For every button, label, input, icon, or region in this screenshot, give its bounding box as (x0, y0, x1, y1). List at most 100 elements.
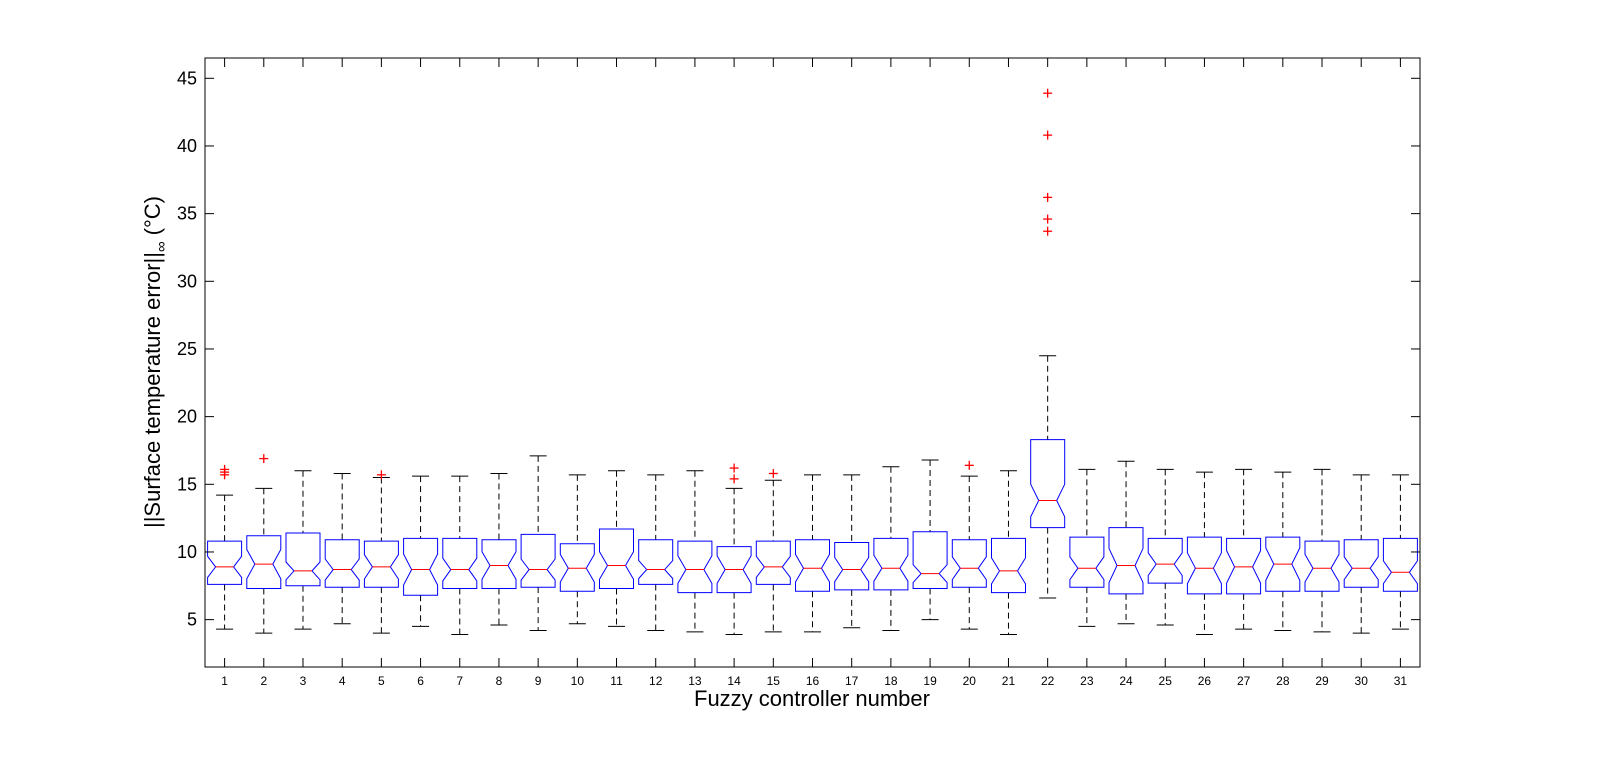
box (207, 540, 243, 585)
box-group-4 (324, 472, 360, 625)
box-group-24 (1108, 460, 1144, 625)
x-tick-label: 24 (1119, 674, 1133, 688)
box (834, 542, 870, 591)
x-tick-label: 9 (535, 674, 542, 688)
box-group-16 (795, 474, 830, 633)
x-tick-label: 29 (1315, 674, 1329, 688)
x-tick-label: 28 (1276, 674, 1290, 688)
box (795, 539, 830, 592)
box-group-31 (1382, 474, 1418, 630)
box (1382, 537, 1418, 592)
box-group-23 (1069, 468, 1105, 627)
outlier-marker (1043, 88, 1053, 98)
box (520, 533, 556, 588)
box-group-28 (1265, 471, 1301, 631)
x-tick-label: 19 (923, 674, 937, 688)
box-group-13 (677, 470, 713, 633)
x-tick-label: 5 (378, 674, 385, 688)
box-group-15 (755, 468, 791, 633)
x-tick-label: 14 (727, 674, 741, 688)
box (1147, 537, 1183, 584)
box (442, 537, 478, 589)
box-group-21 (991, 470, 1026, 636)
box (246, 535, 282, 589)
box (1304, 540, 1340, 592)
box (1030, 439, 1066, 529)
y-axis: 5 10 15 20 25 30 35 40 45 (177, 68, 1420, 630)
box (559, 543, 595, 592)
box-group-17 (834, 474, 870, 629)
box-group-2 (246, 454, 282, 634)
x-tick-label: 6 (417, 674, 424, 688)
box (599, 528, 634, 589)
y-tick-label: 20 (177, 407, 197, 427)
x-axis: 1 2 3 4 5 6 7 8 9 10 11 12 13 14 15 16 17 18 19 20 21 22 23 24 2… (221, 58, 1407, 688)
outlier-marker (1043, 226, 1053, 236)
y-tick-label: 35 (177, 204, 197, 224)
x-tick-label: 23 (1080, 674, 1094, 688)
outlier-marker (729, 463, 739, 473)
x-tick-label: 20 (963, 674, 977, 688)
box-group-10 (559, 474, 595, 625)
x-tick-label: 15 (767, 674, 781, 688)
box (363, 540, 399, 588)
outlier-marker (376, 470, 386, 480)
y-tick-label: 25 (177, 339, 197, 359)
box-group-30 (1343, 474, 1379, 634)
y-axis-label: ||Surface temperature error||∞ (°C) (140, 196, 170, 528)
box-group-11 (599, 470, 634, 627)
plot-area (207, 88, 1418, 636)
box-group-6 (403, 475, 439, 627)
box (1108, 527, 1144, 595)
x-axis-label: Fuzzy controller number (694, 686, 930, 711)
x-tick-label: 4 (339, 674, 346, 688)
box-group-25 (1147, 468, 1183, 626)
outlier-marker (1043, 214, 1053, 224)
box (1265, 536, 1301, 592)
box (873, 537, 909, 591)
x-tick-label: 17 (845, 674, 859, 688)
x-tick-label: 10 (571, 674, 585, 688)
y-tick-label: 10 (177, 542, 197, 562)
box-group-5 (363, 470, 399, 634)
box-group-19 (912, 459, 948, 621)
box (403, 537, 439, 596)
box-group-18 (873, 466, 909, 631)
box (755, 540, 791, 585)
x-tick-label: 30 (1355, 674, 1369, 688)
box-group-20 (951, 460, 987, 630)
box (1226, 537, 1262, 595)
x-tick-label: 8 (496, 674, 503, 688)
box (912, 531, 948, 589)
box (991, 537, 1026, 594)
box (1069, 536, 1105, 588)
x-tick-label: 7 (456, 674, 463, 688)
box (951, 539, 987, 588)
outlier-marker (964, 460, 974, 470)
y-axis-label-main: ||Surface temperature error|| (140, 252, 165, 528)
box (285, 532, 321, 587)
x-tick-label: 18 (884, 674, 898, 688)
x-tick-label: 11 (610, 674, 623, 688)
outlier-marker (259, 454, 269, 464)
box (324, 539, 360, 588)
box (638, 539, 674, 585)
box-group-3 (285, 470, 321, 630)
y-tick-label: 15 (177, 474, 197, 494)
box (481, 539, 517, 589)
box (1343, 539, 1379, 588)
x-tick-label: 25 (1159, 674, 1173, 688)
box-group-29 (1304, 468, 1340, 633)
y-tick-label: 5 (187, 610, 197, 630)
box-group-1 (207, 464, 243, 630)
y-axis-label-subscript: ∞ (153, 241, 170, 252)
outlier-marker (1043, 130, 1053, 140)
x-tick-label: 13 (688, 674, 702, 688)
x-tick-label: 2 (260, 674, 267, 688)
box-group-27 (1226, 468, 1262, 630)
x-tick-label: 22 (1041, 674, 1055, 688)
box-group-12 (638, 474, 674, 631)
box-group-9 (520, 455, 556, 631)
